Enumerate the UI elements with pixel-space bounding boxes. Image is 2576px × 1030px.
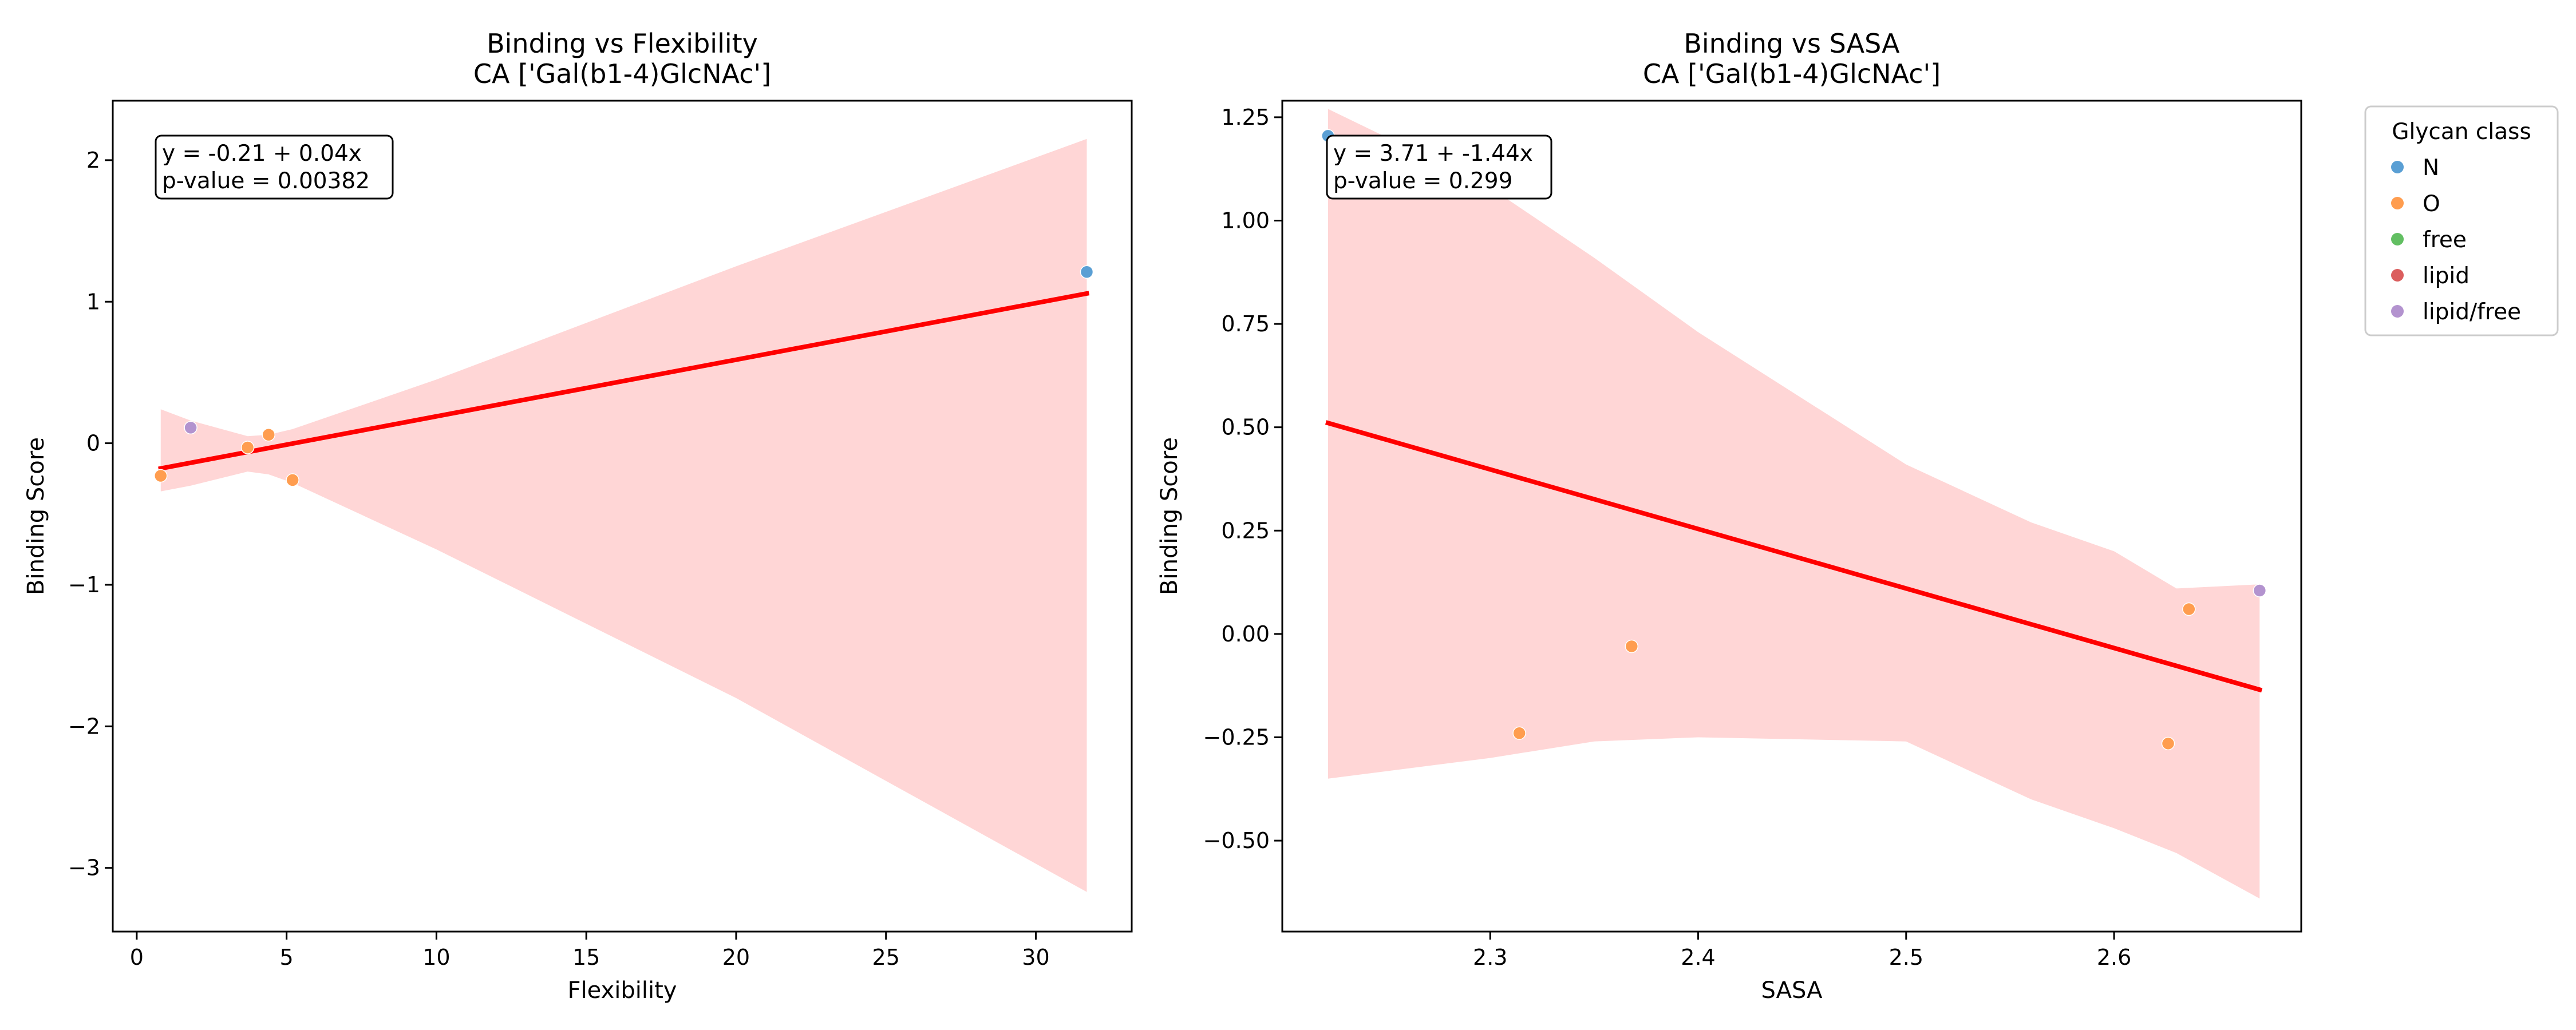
legend-title: Glycan class xyxy=(2392,119,2531,145)
regression-pvalue: p-value = 0.299 xyxy=(1333,168,1512,194)
data-point xyxy=(286,473,299,487)
y-tick-label: 0.75 xyxy=(1221,311,1270,336)
y-tick-label: −0.50 xyxy=(1203,828,1270,853)
legend-label: free xyxy=(2423,227,2467,253)
data-point xyxy=(1080,265,1094,279)
y-axis-label: Binding Score xyxy=(1156,437,1183,595)
annotation-box xyxy=(155,134,394,200)
x-tick-label: 5 xyxy=(280,945,294,970)
y-tick-label: −3 xyxy=(68,855,100,881)
y-axis-ticks: −3 −2 −1 0 1 2 xyxy=(68,148,113,881)
regression-line-path xyxy=(158,291,1090,472)
chart-subtitle: CA ['Gal(b1-4)GlcNAc'] xyxy=(1643,58,1941,89)
x-tick-label: 20 xyxy=(722,945,750,970)
data-point xyxy=(2182,602,2196,616)
legend-label: O xyxy=(2423,191,2440,217)
x-tick-label: 15 xyxy=(572,945,600,970)
chart-title: Binding vs Flexibility xyxy=(487,28,758,59)
data-point xyxy=(240,441,255,454)
chart-title: Binding vs SASA xyxy=(1684,28,1900,59)
x-axis-ticks: 0 5 10 15 20 25 30 xyxy=(130,932,1050,970)
plot-frame xyxy=(1281,100,2302,933)
y-tick-label: 1.25 xyxy=(1221,105,1270,130)
y-tick-label: 0 xyxy=(86,431,100,456)
legend-marker xyxy=(2391,305,2404,318)
annotation-box xyxy=(1326,134,1552,200)
y-tick-label: 0.25 xyxy=(1221,518,1270,543)
data-point xyxy=(1625,639,1639,653)
regression-annotation: y = -0.21 + 0.04x p-value = 0.00382 xyxy=(155,134,394,200)
x-tick-label: 25 xyxy=(872,945,900,970)
legend-marker xyxy=(2391,197,2404,209)
legend-marker xyxy=(2391,233,2404,245)
x-tick-label: 2.5 xyxy=(1889,945,1923,970)
data-point xyxy=(184,421,197,435)
y-axis-ticks: −0.50 −0.25 0.00 0.25 0.50 0.75 1.00 1.25 xyxy=(1203,105,1282,853)
plot-frame xyxy=(112,100,1133,933)
plot-flexibility: Binding vs Flexibility CA ['Gal(b1-4)Glc… xyxy=(23,28,1133,1004)
x-axis-ticks: 2.3 2.4 2.5 2.6 xyxy=(1473,932,2131,970)
x-tick-label: 2.6 xyxy=(2097,945,2131,970)
chart-subtitle: CA ['Gal(b1-4)GlcNAc'] xyxy=(473,58,771,89)
legend-label: N xyxy=(2423,155,2439,181)
regression-annotation: y = 3.71 + -1.44x p-value = 0.299 xyxy=(1326,134,1552,200)
x-tick-label: 2.4 xyxy=(1681,945,1715,970)
regression-line-path xyxy=(1325,420,2263,693)
y-tick-label: 2 xyxy=(86,148,100,173)
x-tick-label: 30 xyxy=(1022,945,1049,970)
regression-line xyxy=(158,291,1090,472)
data-point xyxy=(2161,736,2175,751)
regression-pvalue: p-value = 0.00382 xyxy=(162,168,370,194)
y-tick-label: 0.50 xyxy=(1221,415,1270,440)
y-tick-label: −1 xyxy=(68,572,100,597)
x-tick-label: 2.3 xyxy=(1473,945,1507,970)
legend-marker xyxy=(2391,161,2404,173)
confidence-band-area xyxy=(160,138,1087,892)
y-axis-label: Binding Score xyxy=(23,437,49,595)
x-tick-label: 10 xyxy=(422,945,450,970)
y-tick-label: 0.00 xyxy=(1221,621,1270,647)
y-tick-label: −2 xyxy=(68,714,100,739)
data-point xyxy=(2253,584,2267,597)
x-axis-label: Flexibility xyxy=(568,977,677,1004)
y-tick-label: −0.25 xyxy=(1203,724,1270,750)
y-tick-label: 1.00 xyxy=(1221,208,1270,233)
x-axis-label: SASA xyxy=(1761,977,1823,1004)
confidence-band xyxy=(1327,109,2260,899)
plot-sasa: Binding vs SASA CA ['Gal(b1-4)GlcNAc'] 2… xyxy=(1156,28,2302,1004)
regression-equation: y = -0.21 + 0.04x xyxy=(162,141,362,167)
data-point xyxy=(1512,726,1526,740)
confidence-band xyxy=(160,138,1087,892)
legend-label: lipid xyxy=(2423,263,2470,289)
regression-equation: y = 3.71 + -1.44x xyxy=(1333,141,1533,167)
legend-frame xyxy=(2364,105,2559,336)
legend-marker xyxy=(2391,269,2404,282)
regression-line xyxy=(1325,420,2263,693)
confidence-band-area xyxy=(1327,109,2260,899)
data-point xyxy=(262,428,275,442)
x-tick-label: 0 xyxy=(130,945,144,970)
data-points xyxy=(154,265,1094,487)
legend-label: lipid/free xyxy=(2423,299,2521,325)
data-point xyxy=(154,469,168,483)
y-tick-label: 1 xyxy=(86,289,100,314)
